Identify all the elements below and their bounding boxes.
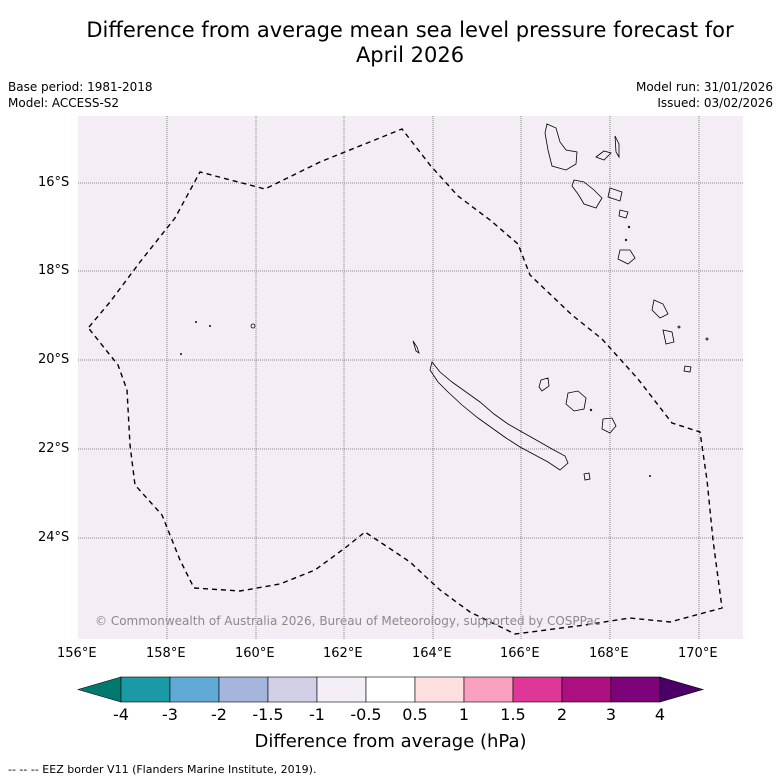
maewo-island bbox=[614, 135, 620, 159]
islet bbox=[627, 225, 631, 229]
lon-label: 162°E bbox=[323, 646, 363, 661]
colorbar-tick-label: -2 bbox=[211, 705, 227, 724]
colorbar-tick-label: 2 bbox=[556, 705, 568, 724]
land-outlines bbox=[179, 123, 709, 481]
belep-island bbox=[412, 340, 420, 354]
islet bbox=[589, 408, 593, 412]
lat-label: 18°S bbox=[38, 263, 70, 278]
lifou-island bbox=[565, 390, 587, 412]
lon-label: 158°E bbox=[146, 646, 186, 661]
meta-right: Model run: 31/01/2026 Issued: 03/02/2026 bbox=[636, 79, 773, 111]
model-name: Model: ACCESS-S2 bbox=[8, 96, 120, 110]
colorbar-bin bbox=[169, 676, 220, 703]
islet bbox=[677, 325, 681, 329]
lon-label: 168°E bbox=[589, 646, 629, 661]
issued-date: Issued: 03/02/2026 bbox=[657, 96, 773, 110]
colorbar-tick-label: 1.5 bbox=[500, 705, 526, 724]
erromango-island bbox=[651, 299, 669, 319]
lon-label: 164°E bbox=[412, 646, 452, 661]
colorbar-tick-label: 3 bbox=[605, 705, 617, 724]
colorbar-bin bbox=[512, 676, 563, 703]
isle-of-pines bbox=[583, 472, 591, 481]
espiritu-santo-island bbox=[544, 123, 578, 171]
ouvea-island bbox=[538, 377, 550, 392]
mare-island bbox=[601, 417, 617, 434]
islet bbox=[250, 323, 256, 329]
lon-label: 166°E bbox=[500, 646, 540, 661]
colorbar-extend-high bbox=[659, 676, 705, 703]
meta-left: Base period: 1981-2018 Model: ACCESS-S2 bbox=[8, 79, 153, 111]
title-line-2: April 2026 bbox=[355, 43, 465, 67]
ambrym-island bbox=[607, 187, 623, 202]
eez-border bbox=[88, 128, 723, 635]
base-period: Base period: 1981-2018 bbox=[8, 80, 153, 94]
islet bbox=[705, 337, 709, 341]
colorbar-tick-label: 0.5 bbox=[402, 705, 428, 724]
lon-label: 160°E bbox=[235, 646, 275, 661]
islet bbox=[179, 352, 182, 355]
colorbar-tick-label: -3 bbox=[162, 705, 178, 724]
colorbar-bin bbox=[463, 676, 514, 703]
new-caledonia-island bbox=[429, 361, 569, 471]
eez-legend-entry: -- -- -- EEZ border V11 (Flanders Marine… bbox=[8, 763, 317, 776]
islet bbox=[194, 320, 197, 323]
lat-label: 24°S bbox=[38, 530, 70, 545]
colorbar-tick-label: 1 bbox=[458, 705, 470, 724]
colorbar-tick-label: -1 bbox=[309, 705, 325, 724]
malakula-island bbox=[571, 179, 603, 209]
tanna-island bbox=[662, 329, 675, 345]
colorbar-tick-label: -0.5 bbox=[350, 705, 382, 724]
colorbar-extend-low bbox=[76, 676, 122, 703]
colorbar-bin bbox=[120, 676, 171, 703]
copyright-notice: © Commonwealth of Australia 2026, Bureau… bbox=[95, 614, 601, 628]
colorbar-bin bbox=[267, 676, 318, 703]
colorbar-bin bbox=[365, 676, 416, 703]
colorbar-bin bbox=[414, 676, 465, 703]
title-line-1: Difference from average mean sea level p… bbox=[86, 18, 734, 42]
lon-label: 156°E bbox=[57, 646, 97, 661]
colorbar-label: Difference from average (hPa) bbox=[254, 731, 527, 752]
efate-island bbox=[617, 249, 636, 265]
islet bbox=[649, 474, 652, 477]
ambae-island bbox=[595, 150, 612, 161]
lat-label: 16°S bbox=[38, 175, 70, 190]
islet bbox=[624, 238, 628, 242]
colorbar-bin bbox=[218, 676, 269, 703]
lat-label: 22°S bbox=[38, 441, 70, 456]
graticule bbox=[78, 116, 743, 639]
map-background bbox=[78, 116, 743, 639]
aneityum-island bbox=[683, 365, 692, 373]
islet bbox=[208, 324, 211, 327]
epi-island bbox=[618, 209, 629, 219]
colorbar-bin bbox=[610, 676, 661, 703]
lon-label: 170°E bbox=[678, 646, 718, 661]
colorbar-tick-label: -4 bbox=[113, 705, 129, 724]
colorbar-bin bbox=[316, 676, 367, 703]
chart-title: Difference from average mean sea level p… bbox=[40, 18, 780, 68]
colorbar-tick-label: 4 bbox=[654, 705, 666, 724]
model-run: Model run: 31/01/2026 bbox=[635, 80, 773, 94]
colorbar bbox=[76, 676, 705, 703]
lat-label: 20°S bbox=[38, 352, 70, 367]
colorbar-tick-label: -1.5 bbox=[252, 705, 284, 724]
colorbar-bin bbox=[561, 676, 612, 703]
